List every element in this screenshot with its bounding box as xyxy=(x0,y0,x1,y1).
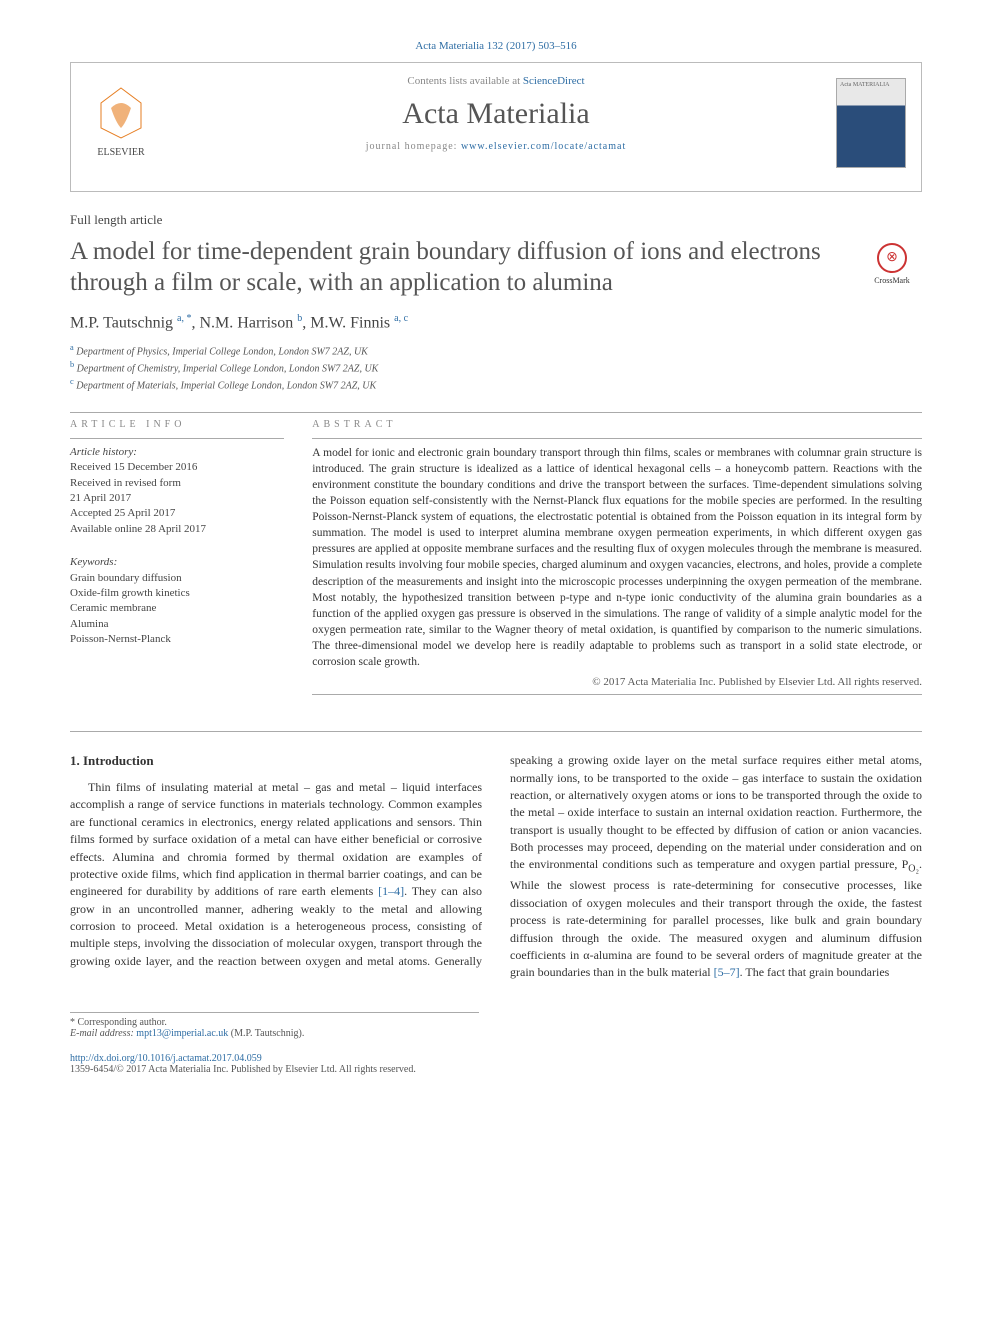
divider xyxy=(312,438,922,439)
divider xyxy=(70,438,284,439)
body-text: 1. Introduction Thin films of insulating… xyxy=(70,752,922,982)
journal-header: ELSEVIER Acta MATERIALIA Contents lists … xyxy=(70,62,922,192)
copyright: © 2017 Acta Materialia Inc. Published by… xyxy=(312,676,922,688)
article-title: A model for time-dependent grain boundar… xyxy=(70,236,922,299)
divider xyxy=(312,694,922,695)
page-footer: http://dx.doi.org/10.1016/j.actamat.2017… xyxy=(70,1053,922,1075)
abstract-head: ABSTRACT xyxy=(312,419,922,430)
section-heading: 1. Introduction xyxy=(70,752,482,771)
homepage-link[interactable]: www.elsevier.com/locate/actamat xyxy=(461,141,626,152)
email-link[interactable]: mpt13@imperial.ac.uk xyxy=(136,1028,228,1039)
divider xyxy=(70,412,922,413)
contents-line: Contents lists available at ScienceDirec… xyxy=(171,75,821,87)
elsevier-logo: ELSEVIER xyxy=(86,83,156,158)
authors: M.P. Tautschnig a, *, N.M. Harrison b, M… xyxy=(70,313,922,332)
homepage-line: journal homepage: www.elsevier.com/locat… xyxy=(91,141,901,152)
article-type: Full length article xyxy=(70,212,922,228)
crossmark-badge[interactable]: ⊗ CrossMark xyxy=(862,243,922,285)
crossmark-icon: ⊗ xyxy=(877,243,907,273)
journal-reference: Acta Materialia 132 (2017) 503–516 xyxy=(70,40,922,52)
cover-thumbnail: Acta MATERIALIA xyxy=(836,78,906,168)
citation-link[interactable]: [1–4] xyxy=(378,884,404,898)
corresponding-footnote: * Corresponding author. E-mail address: … xyxy=(70,1012,479,1039)
article-info-head: ARTICLE INFO xyxy=(70,419,284,430)
citation-link[interactable]: [5–7] xyxy=(714,965,740,979)
doi-link[interactable]: http://dx.doi.org/10.1016/j.actamat.2017… xyxy=(70,1053,262,1064)
journal-name: Acta Materialia xyxy=(91,97,901,131)
abstract-text: A model for ionic and electronic grain b… xyxy=(312,445,922,670)
sciencedirect-link[interactable]: ScienceDirect xyxy=(523,75,585,87)
affiliations: a Department of Physics, Imperial Colleg… xyxy=(70,342,922,394)
article-history: Article history: Received 15 December 20… xyxy=(70,445,284,537)
keywords: Keywords: Grain boundary diffusionOxide-… xyxy=(70,555,284,647)
divider xyxy=(70,731,922,732)
